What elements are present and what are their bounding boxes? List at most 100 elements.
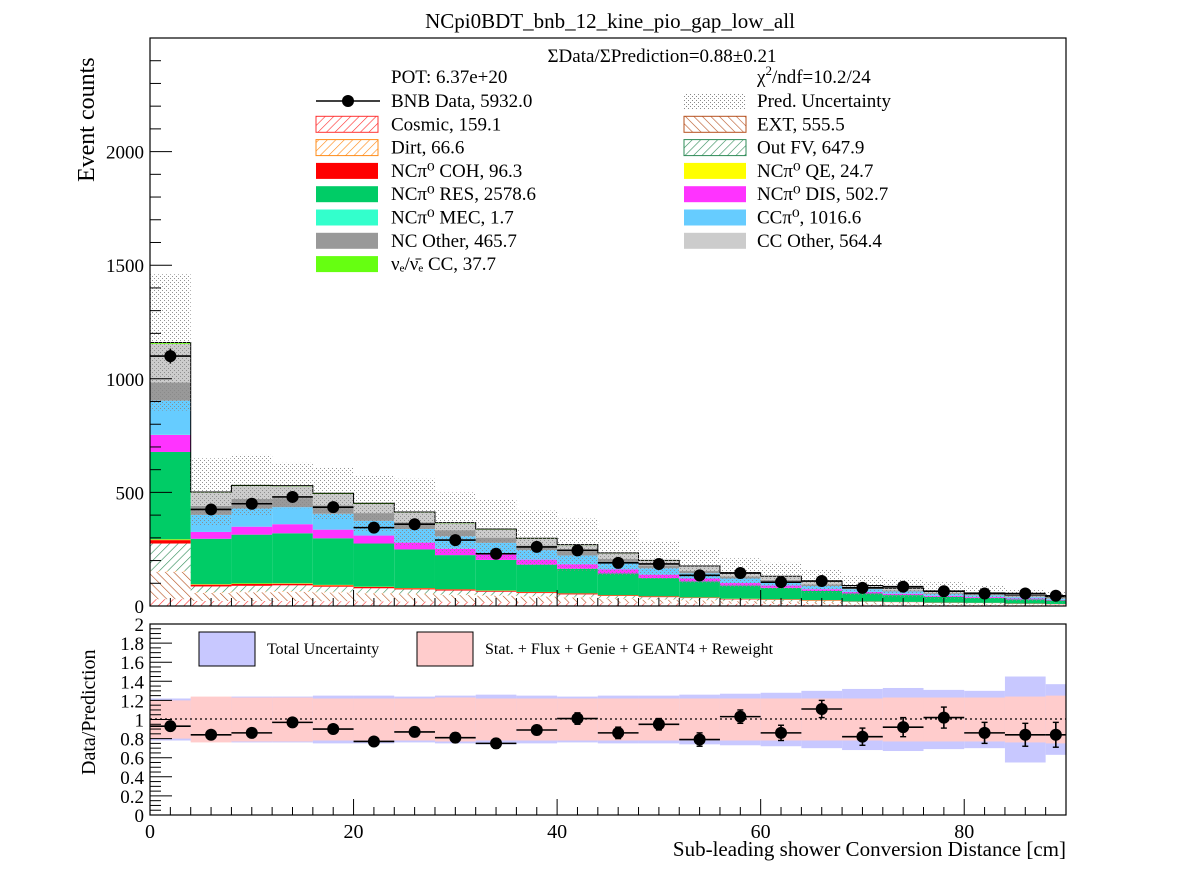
bar-res-16: [801, 591, 843, 601]
bar-outfv-7: [434, 590, 476, 595]
data-point-22: [1049, 589, 1062, 602]
bar-dis-2: [231, 526, 273, 535]
pot-text: POT: 6.37e+20: [391, 67, 507, 88]
bar-coh-4: [312, 585, 354, 587]
ratio-y-tick-label: 0.4: [120, 768, 144, 789]
bar-dirt-6: [394, 593, 435, 595]
legend-swatch-outfv: [683, 139, 747, 157]
ratio-point-2: [245, 726, 258, 739]
bar-outfv-3: [272, 585, 313, 592]
x-tick-label: 0: [145, 821, 155, 843]
data-point-4: [327, 501, 340, 514]
bar-coh-10: [557, 593, 598, 595]
bar-res-10: [557, 568, 598, 594]
ratio-point-18: [897, 721, 910, 734]
legend-swatch-data-marker: [342, 95, 354, 107]
bar-outfv-2: [231, 585, 273, 592]
ratio-y-tick-label: 1: [135, 711, 145, 732]
bar-dis-0: [150, 434, 191, 452]
data-point-17: [856, 581, 869, 594]
bar-ext-3: [272, 591, 313, 602]
bar-res-2: [231, 534, 273, 584]
ratio-y-tick-label: 1.6: [120, 653, 144, 674]
data-point-5: [367, 521, 380, 534]
bar-res-3: [272, 533, 313, 584]
legend-label-outfv: Out FV, 647.9: [757, 138, 864, 159]
legend-label-ccpi0: CCπ⁰, 1016.6: [757, 208, 861, 229]
data-point-8: [490, 547, 503, 560]
x-axis-label: Sub-leading shower Conversion Distance […: [673, 837, 1066, 861]
data-point-7: [449, 534, 462, 547]
bar-outfv-10: [557, 594, 598, 597]
bar-ext-4: [312, 592, 354, 602]
ratio-point-1: [205, 728, 218, 741]
bar-res-0: [150, 451, 191, 540]
ratio-point-5: [367, 735, 380, 748]
ratio-point-4: [327, 723, 340, 736]
legend-swatch-qe: [684, 162, 746, 179]
data-point-15: [775, 576, 788, 589]
data-prediction-ratio-text: ΣData/ΣPrediction=0.88±0.21: [547, 46, 776, 67]
data-point-0: [164, 350, 177, 363]
bar-outfv-6: [394, 589, 435, 594]
bar-res-11: [597, 573, 639, 596]
data-point-12: [652, 557, 665, 570]
ratio-point-14: [734, 710, 747, 723]
bar-ext-2: [231, 592, 273, 602]
ratio-point-20: [978, 726, 991, 739]
bar-res-17: [842, 593, 883, 602]
bar-res-6: [394, 549, 435, 589]
bar-res-5: [353, 543, 395, 587]
legend-label-coh: NCπ⁰ COH, 96.3: [391, 161, 522, 182]
bar-res-7: [434, 555, 476, 590]
ratio-data-points-group: [150, 699, 1066, 750]
legend-swatch-ccpi0: [684, 209, 746, 226]
bar-dirt-4: [312, 591, 354, 593]
data-point-6: [408, 518, 421, 531]
legend-swatch-ext: [683, 115, 747, 133]
legend-label-cosmic: Cosmic, 159.1: [391, 114, 501, 135]
bar-res-8: [475, 559, 517, 591]
ratio-y-tick-label: 0: [135, 806, 145, 827]
x-tick-label: 20: [344, 821, 364, 843]
legend-swatch-dis: [684, 186, 746, 203]
pred-unc-band-6: [394, 478, 435, 546]
legend-label-ncother: NC Other, 465.7: [391, 231, 517, 252]
bar-dirt-10: [557, 596, 598, 598]
legend-label-nuecc: νₑ/ν̄ₑ CC, 37.7: [391, 254, 496, 275]
bar-coh-11: [597, 595, 639, 597]
bar-outfv-1: [190, 586, 232, 593]
legend-swatch-ncother: [316, 232, 378, 249]
chi2-superscript: 2: [765, 63, 772, 78]
bar-outfv-5: [353, 588, 395, 593]
ratio-y-tick-label: 0.6: [120, 749, 144, 770]
bar-res-12: [638, 578, 680, 597]
top-y-tick-label: 0: [135, 597, 145, 618]
pred-unc-band-0: [150, 274, 191, 411]
x-tick-label: 60: [751, 821, 771, 843]
bar-coh-7: [434, 589, 476, 591]
top-plot-frame: [149, 37, 1067, 607]
legend-label-qe: NCπ⁰ QE, 24.7: [757, 161, 873, 182]
bar-dis-3: [272, 524, 313, 534]
ratio-point-10: [571, 712, 584, 725]
ratio-point-22: [1049, 728, 1062, 741]
data-point-2: [245, 497, 258, 510]
ratio-point-13: [693, 733, 706, 746]
bar-res-1: [190, 538, 232, 585]
x-tick-label: 40: [547, 821, 567, 843]
legend-swatch-pred_unc: [684, 93, 746, 109]
legend-label-dirt: Dirt, 66.6: [391, 138, 464, 159]
top-y-tick-label: 1500: [106, 256, 144, 277]
data-point-14: [734, 567, 747, 580]
top-chart-title: NCpi0BDT_bnb_12_kine_pio_gap_low_all: [425, 9, 795, 33]
bar-coh-12: [638, 596, 680, 598]
data-point-20: [978, 587, 991, 600]
ratio-point-6: [408, 725, 421, 738]
legend-label-dis: NCπ⁰ DIS, 502.7: [757, 184, 888, 205]
bar-qe-0: [150, 539, 191, 541]
ratio-y-axis-label: Data/Prediction: [78, 649, 100, 775]
ratio-y-tick-label: 1.8: [120, 634, 144, 655]
ratio-point-15: [775, 726, 788, 739]
bar-res-9: [516, 564, 558, 592]
